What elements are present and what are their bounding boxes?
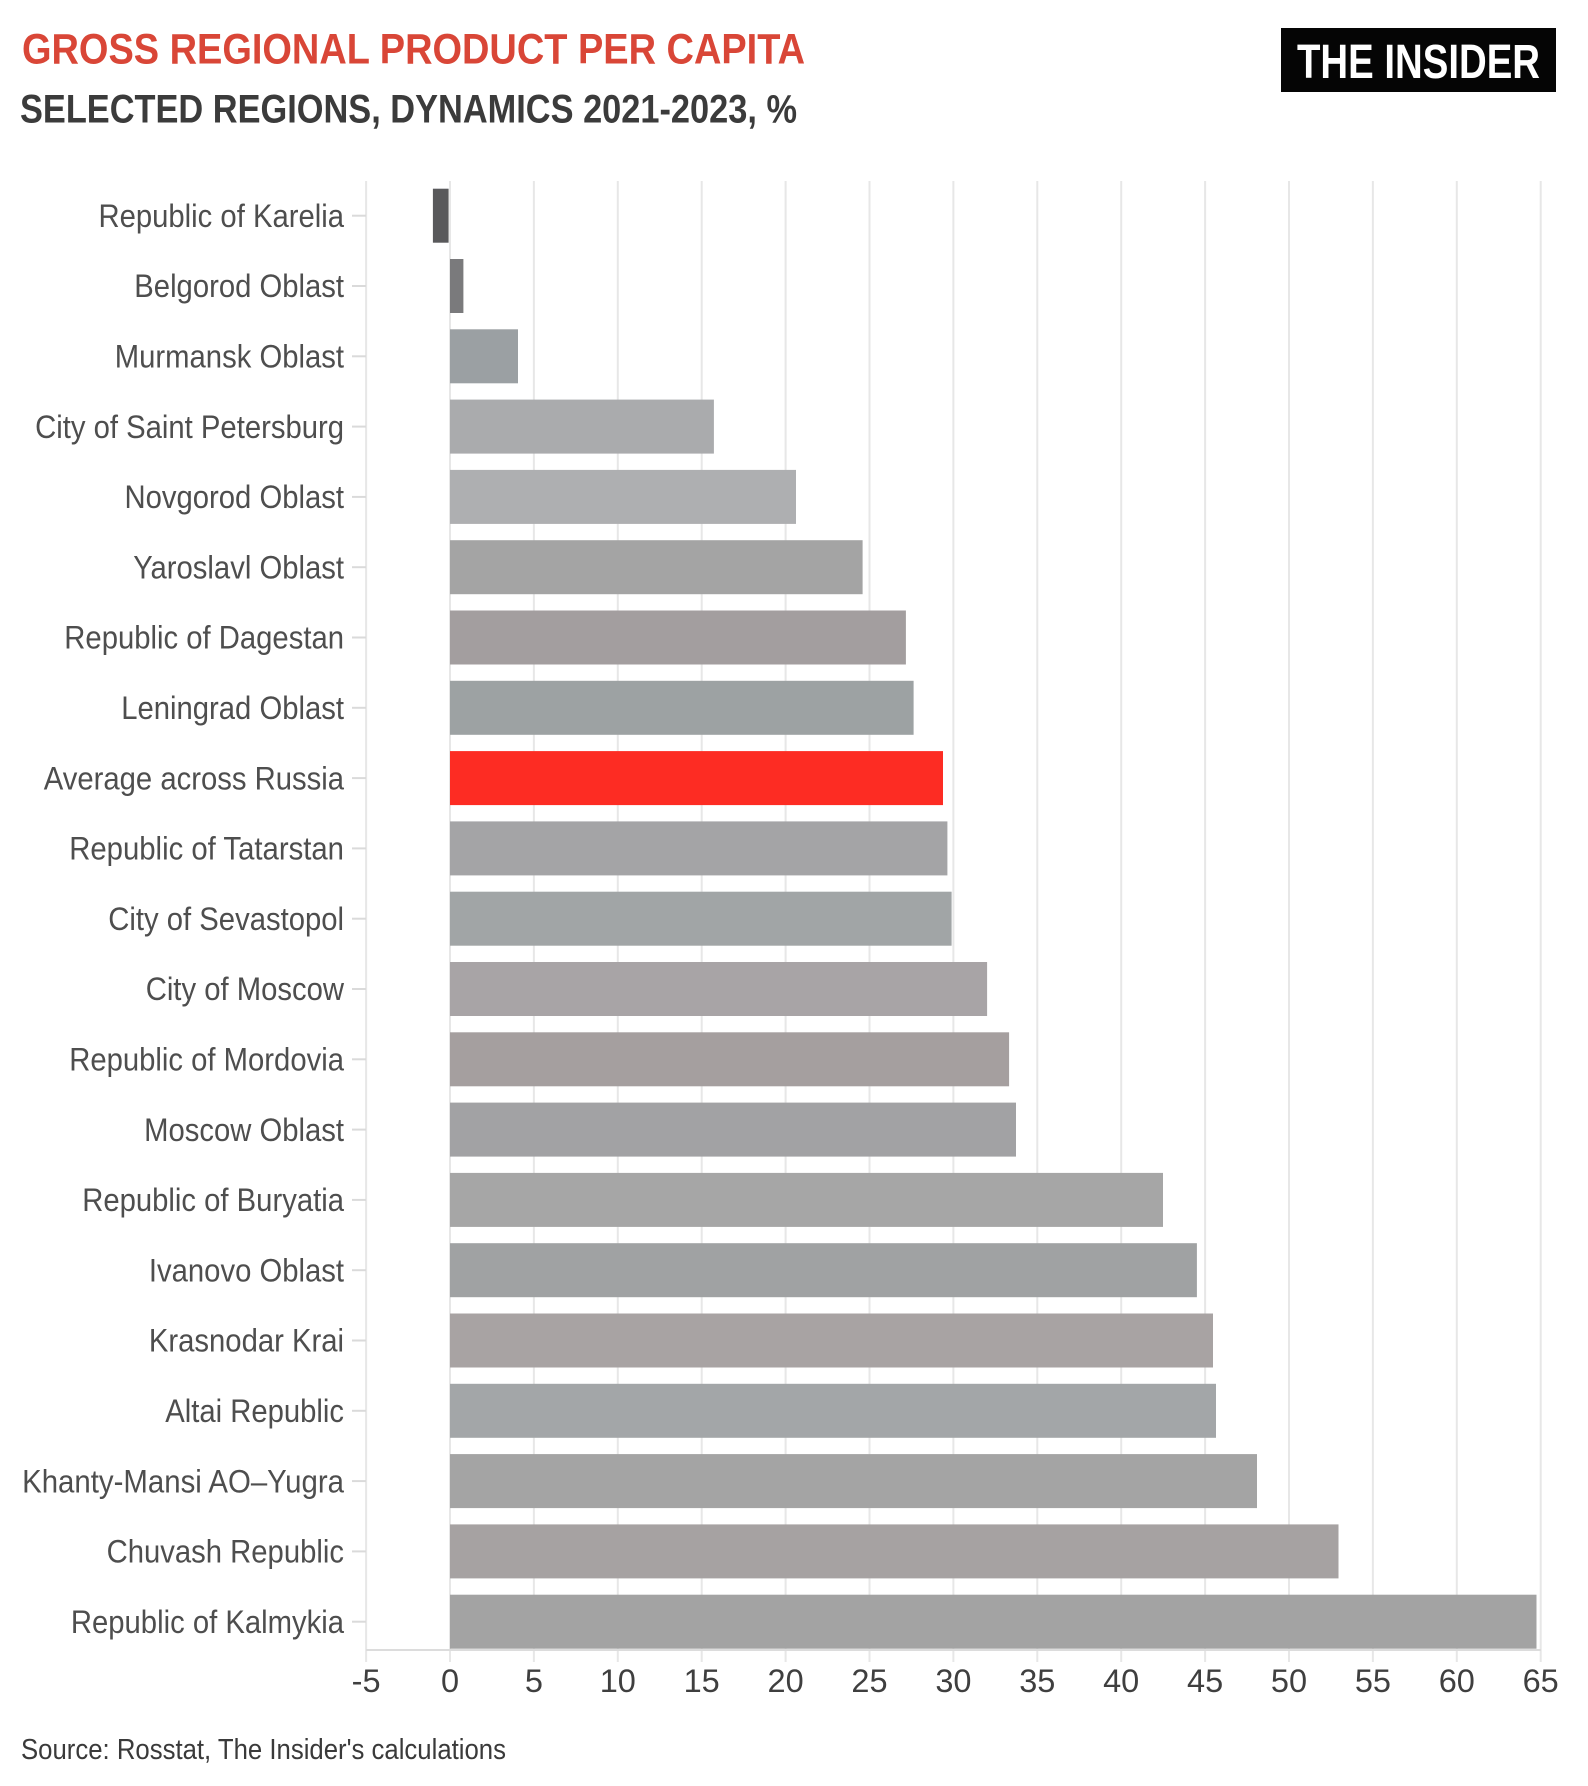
svg-text:GROSS REGIONAL PRODUCT PER CAP: GROSS REGIONAL PRODUCT PER CAPITA [22, 26, 805, 74]
svg-text:5: 5 [525, 1663, 543, 1699]
svg-text:Krasnodar Krai: Krasnodar Krai [149, 1323, 344, 1359]
svg-text:Republic of Buryatia: Republic of Buryatia [82, 1182, 345, 1218]
svg-text:THE INSIDER: THE INSIDER [1297, 35, 1540, 89]
svg-text:Leningrad Oblast: Leningrad Oblast [121, 690, 344, 726]
svg-text:Republic of Karelia: Republic of Karelia [99, 198, 345, 234]
svg-text:Chuvash Republic: Chuvash Republic [107, 1534, 344, 1570]
svg-text:-5: -5 [352, 1663, 381, 1699]
svg-text:65: 65 [1523, 1663, 1559, 1699]
svg-text:0: 0 [441, 1663, 459, 1699]
svg-text:35: 35 [1019, 1663, 1055, 1699]
svg-text:Republic of Kalmykia: Republic of Kalmykia [71, 1604, 345, 1640]
svg-text:Source: Rosstat, The Insider's: Source: Rosstat, The Insider's calculati… [21, 1734, 506, 1766]
svg-text:City of Sevastopol: City of Sevastopol [108, 901, 344, 937]
svg-text:Ivanovo Oblast: Ivanovo Oblast [149, 1252, 344, 1288]
svg-text:Khanty-Mansi AO–Yugra: Khanty-Mansi AO–Yugra [22, 1463, 345, 1499]
svg-text:Republic of Dagestan: Republic of Dagestan [64, 620, 344, 656]
svg-text:25: 25 [851, 1663, 887, 1699]
svg-text:55: 55 [1355, 1663, 1391, 1699]
svg-text:Murmansk Oblast: Murmansk Oblast [115, 339, 344, 375]
svg-text:20: 20 [768, 1663, 804, 1699]
svg-text:60: 60 [1439, 1663, 1475, 1699]
svg-text:50: 50 [1271, 1663, 1307, 1699]
svg-text:Average across Russia: Average across Russia [44, 760, 345, 796]
svg-text:City of Moscow: City of Moscow [146, 971, 345, 1007]
svg-text:Moscow Oblast: Moscow Oblast [144, 1112, 344, 1148]
svg-text:Novgorod Oblast: Novgorod Oblast [125, 479, 345, 515]
svg-text:30: 30 [935, 1663, 971, 1699]
svg-text:15: 15 [684, 1663, 720, 1699]
svg-text:40: 40 [1103, 1663, 1139, 1699]
svg-text:Republic of Mordovia: Republic of Mordovia [69, 1042, 345, 1078]
svg-text:Yaroslavl Oblast: Yaroslavl Oblast [133, 549, 344, 585]
svg-text:SELECTED REGIONS, DYNAMICS 202: SELECTED REGIONS, DYNAMICS 2021-2023, % [20, 88, 797, 132]
svg-text:Altai Republic: Altai Republic [165, 1393, 344, 1429]
svg-text:Belgorod Oblast: Belgorod Oblast [134, 268, 344, 304]
svg-text:45: 45 [1187, 1663, 1223, 1699]
svg-text:City of Saint Petersburg: City of Saint Petersburg [35, 409, 344, 445]
svg-text:10: 10 [600, 1663, 636, 1699]
svg-text:Republic of Tatarstan: Republic of Tatarstan [69, 831, 344, 867]
